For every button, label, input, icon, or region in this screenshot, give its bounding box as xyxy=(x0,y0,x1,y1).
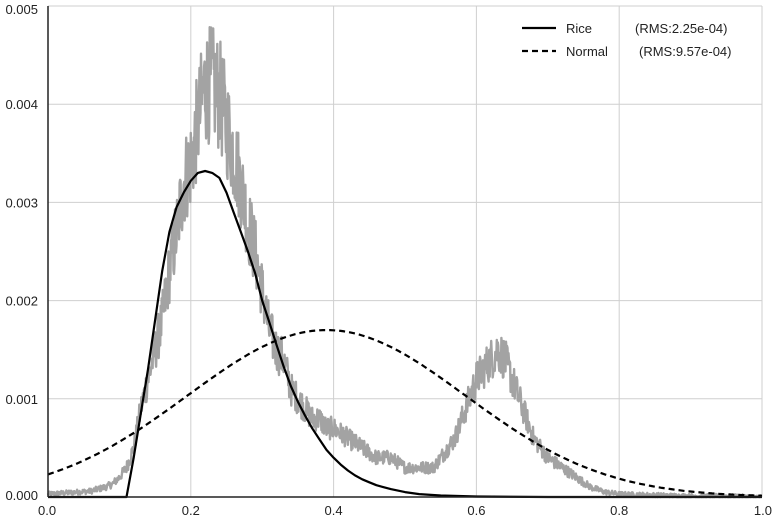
series-line-data xyxy=(46,26,763,499)
x-tick-label: 0.6 xyxy=(467,503,485,518)
y-tick-label: 0.005 xyxy=(5,2,38,17)
x-tick-label: 1.0 xyxy=(754,503,772,518)
x-tick-label: 0.8 xyxy=(610,503,628,518)
legend-label-rice: Rice xyxy=(566,21,592,36)
series-line-normal xyxy=(47,329,763,497)
y-tick-label: 0.002 xyxy=(5,294,38,309)
series-layer xyxy=(46,26,763,499)
legend: Rice (RMS:2.25e-04) Normal (RMS:9.57e-04… xyxy=(522,21,731,59)
grid xyxy=(47,5,763,498)
series-line-rice xyxy=(48,169,762,499)
y-tick-label: 0.003 xyxy=(5,195,38,210)
y-tick-label: 0.000 xyxy=(5,488,38,503)
legend-rms-rice: (RMS:2.25e-04) xyxy=(635,21,727,36)
legend-label-normal: Normal xyxy=(566,44,608,59)
axes: 0.0 0.2 0.4 0.6 0.8 1.0 0.000 0.001 0.002 0.003 0.… xyxy=(5,2,772,518)
x-tick-label: 0.0 xyxy=(38,503,56,518)
x-tick-label: 0.2 xyxy=(182,503,200,518)
x-tick-label: 0.4 xyxy=(325,503,343,518)
y-tick-label: 0.001 xyxy=(5,392,38,407)
legend-rms-normal: (RMS:9.57e-04) xyxy=(639,44,731,59)
y-tick-label: 0.004 xyxy=(5,97,38,112)
